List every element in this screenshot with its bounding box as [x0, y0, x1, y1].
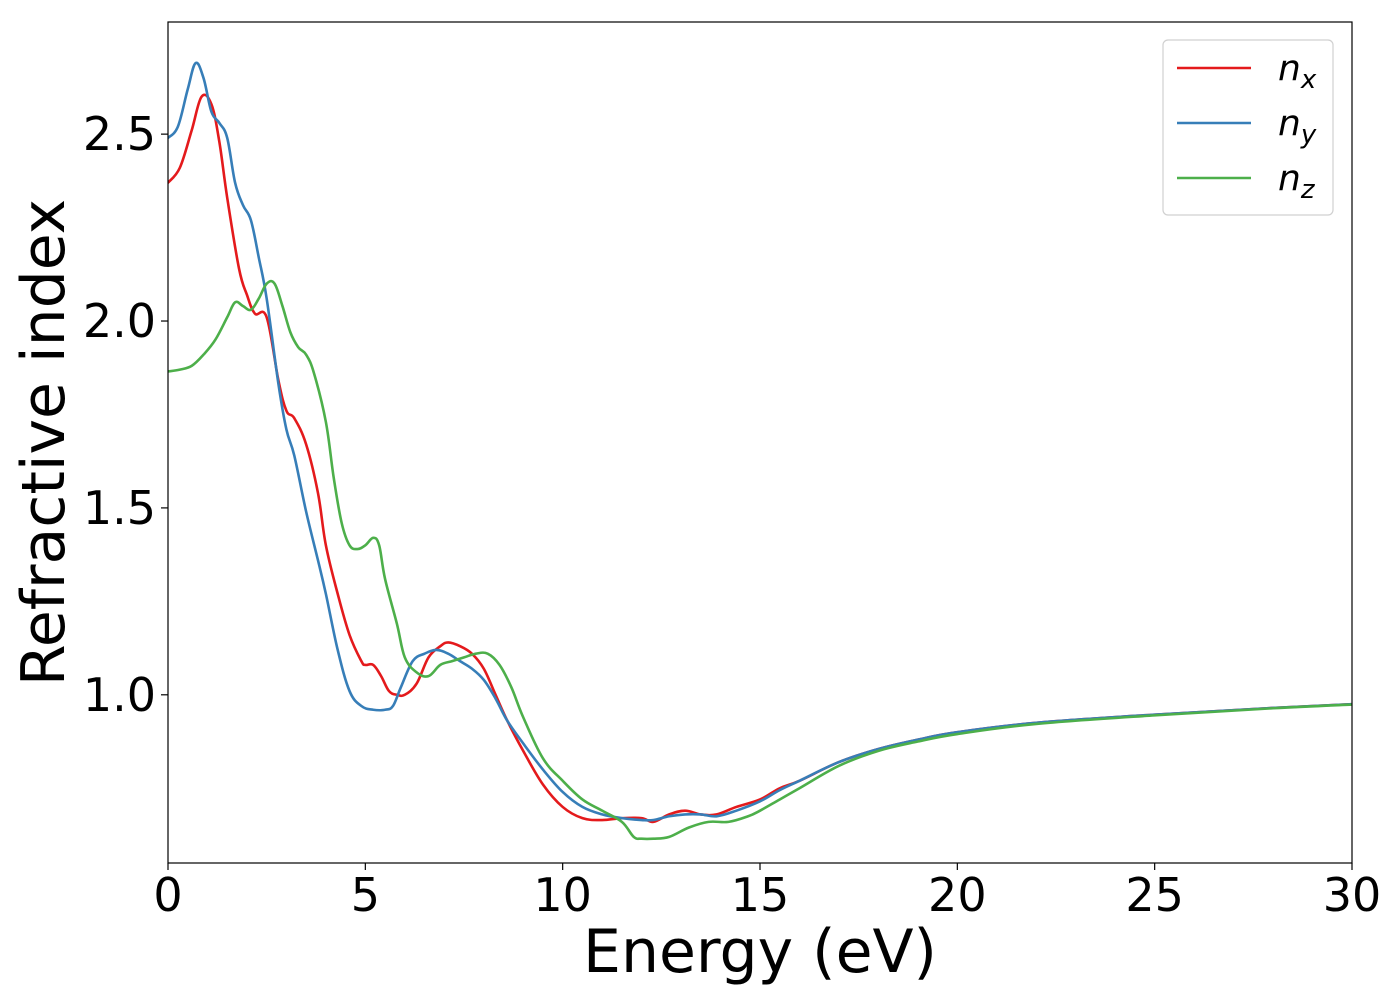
y-axis: 1.0 1.5 2.0 2.5	[83, 107, 168, 722]
series-line-ny	[168, 61, 1352, 822]
y-tick-label: 2.5	[83, 107, 156, 161]
x-tick-label: 5	[351, 868, 380, 922]
x-tick-label: 10	[533, 868, 592, 922]
series-line-nx	[168, 93, 1352, 824]
legend-label-nx: nx	[1278, 48, 1317, 95]
x-axis-title: Energy (eV)	[583, 917, 937, 987]
y-tick-label: 1.0	[83, 668, 156, 722]
legend-label-nz: nz	[1278, 158, 1316, 205]
legend: nx ny nz	[1162, 39, 1334, 216]
legend-label-ny: ny	[1278, 103, 1317, 150]
x-tick-label: 15	[731, 868, 790, 922]
y-tick-label: 2.0	[83, 294, 156, 348]
legend-box	[1162, 39, 1334, 216]
y-tick-label: 1.5	[83, 481, 156, 535]
x-tick-label: 20	[928, 868, 987, 922]
series-layer	[168, 61, 1352, 841]
y-axis-title: Refractive index	[9, 199, 79, 686]
plot-area	[168, 61, 1352, 841]
x-axis: 0 5 10 15 20 25 30	[153, 863, 1381, 922]
x-tick-label: 0	[153, 868, 182, 922]
x-tick-label: 30	[1323, 868, 1382, 922]
x-tick-label: 25	[1125, 868, 1184, 922]
series-line-nz	[168, 279, 1352, 841]
